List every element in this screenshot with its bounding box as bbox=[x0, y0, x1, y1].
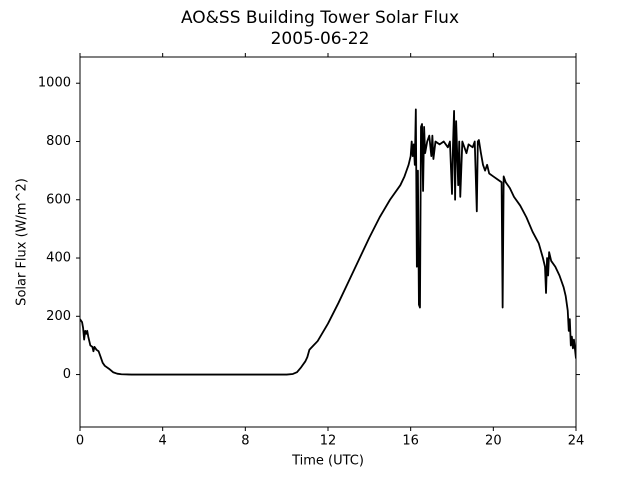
x-tick-label: 8 bbox=[241, 434, 249, 449]
chart-subtitle: 2005-06-22 bbox=[271, 29, 370, 49]
y-tick-label: 0 bbox=[63, 367, 71, 382]
x-tick-label: 20 bbox=[485, 434, 502, 449]
y-axis-label: Solar Flux (W/m^2) bbox=[15, 178, 30, 306]
x-axis-label: Time (UTC) bbox=[291, 454, 364, 469]
chart-title: AO&SS Building Tower Solar Flux bbox=[181, 8, 459, 28]
y-tick-label: 600 bbox=[46, 192, 71, 207]
x-tick-label: 0 bbox=[76, 434, 84, 449]
x-tick-label: 12 bbox=[320, 434, 337, 449]
y-tick-label: 1000 bbox=[38, 76, 71, 91]
y-tick-label: 200 bbox=[46, 309, 71, 324]
plot-frame bbox=[79, 56, 577, 428]
x-tick-label: 16 bbox=[402, 434, 419, 449]
x-tick-label: 4 bbox=[159, 434, 167, 449]
x-tick-label: 24 bbox=[568, 434, 585, 449]
data-line bbox=[80, 108, 576, 376]
y-tick-label: 800 bbox=[46, 134, 71, 149]
y-tick-label: 400 bbox=[46, 251, 71, 266]
